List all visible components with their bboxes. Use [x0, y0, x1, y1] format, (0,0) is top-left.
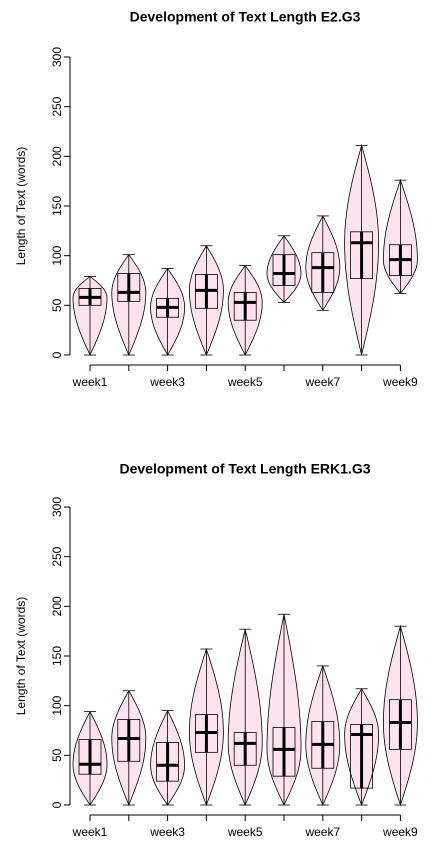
y-tick-label: 0	[50, 801, 64, 808]
y-tick-label: 200	[50, 596, 64, 616]
y-tick-label: 250	[50, 96, 64, 116]
y-tick-label: 100	[50, 695, 64, 715]
y-tick-label: 150	[50, 196, 64, 216]
x-tick-label: week7	[304, 375, 340, 389]
x-tick-label: week3	[149, 375, 185, 389]
x-tick-label: week9	[382, 825, 418, 839]
x-tick-label: week3	[149, 825, 185, 839]
y-axis-label: Length of Text (words)	[14, 597, 28, 716]
x-tick-label: week9	[382, 375, 418, 389]
chart-title: Development of Text Length E2.G3	[130, 9, 361, 25]
y-tick-label: 200	[50, 146, 64, 166]
y-tick-label: 50	[50, 748, 64, 762]
y-axis-label: Length of Text (words)	[14, 147, 28, 266]
x-tick-label: week1	[72, 825, 108, 839]
y-tick-label: 150	[50, 646, 64, 666]
x-tick-label: week5	[227, 825, 263, 839]
y-tick-label: 0	[50, 351, 64, 358]
y-tick-label: 100	[50, 245, 64, 265]
y-tick-label: 300	[50, 497, 64, 517]
chart-title: Development of Text Length ERK1.G3	[120, 461, 371, 477]
y-tick-label: 250	[50, 546, 64, 566]
y-tick-label: 50	[50, 298, 64, 312]
x-tick-label: week7	[304, 825, 340, 839]
y-tick-label: 300	[50, 47, 64, 67]
x-tick-label: week1	[72, 375, 108, 389]
x-tick-label: week5	[227, 375, 263, 389]
